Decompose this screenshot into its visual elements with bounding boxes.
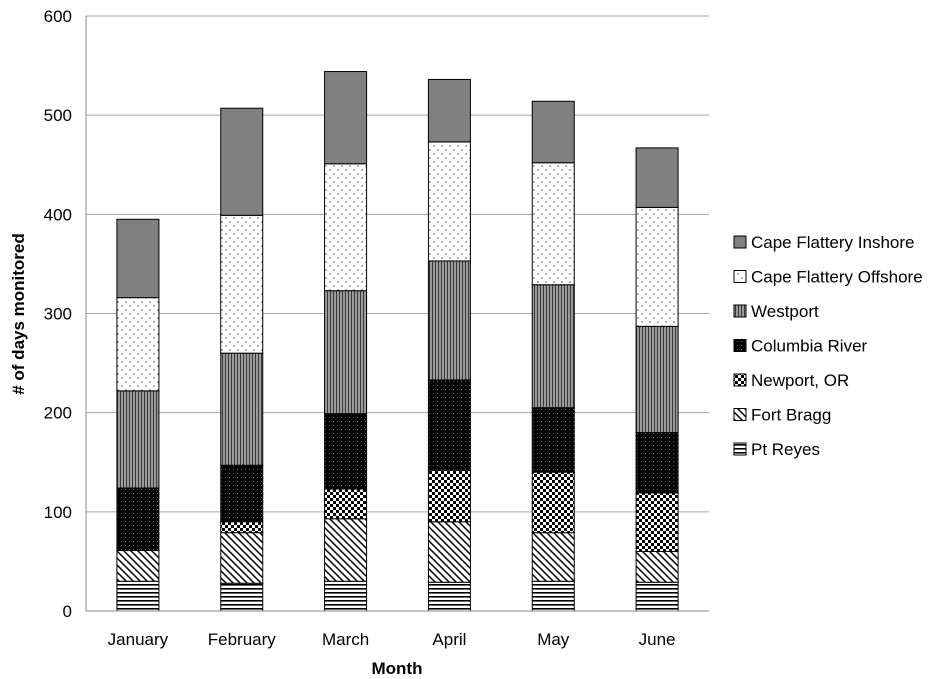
legend-label: Cape Flattery Offshore (751, 268, 923, 287)
bar-segment (635, 581, 679, 612)
y-axis-title: # of days monitored (9, 233, 28, 395)
x-tick-label: June (639, 630, 676, 649)
y-tick-label: 200 (44, 404, 72, 423)
bar-segment (220, 532, 264, 584)
bar-segment (531, 580, 575, 612)
bar-segment (116, 297, 160, 392)
bar-segment (427, 521, 471, 583)
y-tick-label: 400 (44, 205, 72, 224)
legend-swatch (733, 408, 747, 421)
bar-segment (427, 379, 471, 471)
bar-segment (427, 141, 471, 262)
bar-segment (427, 260, 471, 381)
legend-swatch (733, 442, 747, 456)
y-tick-label: 0 (63, 602, 72, 621)
bar-segment (220, 107, 264, 216)
legend: Cape Flattery Inshore Cape Flattery Offsh… (733, 233, 923, 459)
legend-swatch (733, 339, 747, 352)
bar-segment (220, 521, 264, 534)
bar-segment (531, 532, 575, 582)
y-tick-label: 500 (44, 106, 72, 125)
bar-segment (324, 580, 368, 612)
legend-label: Newport, OR (751, 371, 849, 390)
bar-segment (220, 352, 264, 466)
x-tick-label: April (432, 630, 466, 649)
bar-segment (531, 407, 575, 473)
bar-segment (427, 78, 471, 143)
x-tick-label: February (208, 630, 277, 649)
y-tick-labels: 0 100 200 300 400 500 600 (44, 7, 72, 621)
bar-segment (324, 488, 368, 520)
bar-segment (116, 550, 160, 582)
legend-swatch (733, 270, 747, 283)
bar-segment (635, 147, 679, 208)
x-axis-title: Month (372, 659, 423, 678)
bar-segment (427, 581, 471, 612)
bar-segment (427, 469, 471, 523)
bar-segment (324, 71, 368, 165)
bar-segment (116, 390, 160, 489)
bar-segment (324, 163, 368, 292)
gridlines (86, 15, 709, 513)
bar-segment (324, 518, 368, 582)
bar-segment (324, 290, 368, 415)
legend-label: Pt Reyes (751, 440, 820, 459)
legend-swatch (733, 235, 747, 249)
bar-segment (116, 487, 160, 552)
bar-segment (324, 413, 368, 490)
bar-segment (116, 218, 160, 299)
bar-segment (531, 100, 575, 164)
bar-segment (635, 325, 679, 433)
bar-segment (220, 214, 264, 354)
bar-segment (220, 582, 264, 612)
y-tick-label: 600 (44, 7, 72, 26)
bar-segment (635, 432, 679, 494)
bar-segment (531, 471, 575, 534)
legend-swatch (733, 373, 747, 387)
legend-label: Fort Bragg (751, 406, 831, 425)
legend-label: Westport (751, 302, 819, 321)
legend-label: Columbia River (751, 337, 868, 356)
x-tick-labels: January February March April May June (108, 630, 676, 649)
bar-segment (635, 492, 679, 553)
x-tick-label: May (537, 630, 570, 649)
bar-segment (635, 551, 679, 583)
legend-label: Cape Flattery Inshore (751, 233, 914, 252)
axes (85, 16, 709, 612)
bar-segment (220, 464, 264, 523)
legend-swatch (733, 304, 747, 318)
y-tick-label: 300 (44, 305, 72, 324)
bar-segment (116, 580, 160, 612)
y-tick-label: 100 (44, 503, 72, 522)
bar-segment (531, 284, 575, 409)
bar-segment (531, 162, 575, 286)
x-tick-label: January (108, 630, 169, 649)
bar-segment (635, 206, 679, 327)
bars (116, 71, 679, 612)
x-tick-label: March (322, 630, 369, 649)
